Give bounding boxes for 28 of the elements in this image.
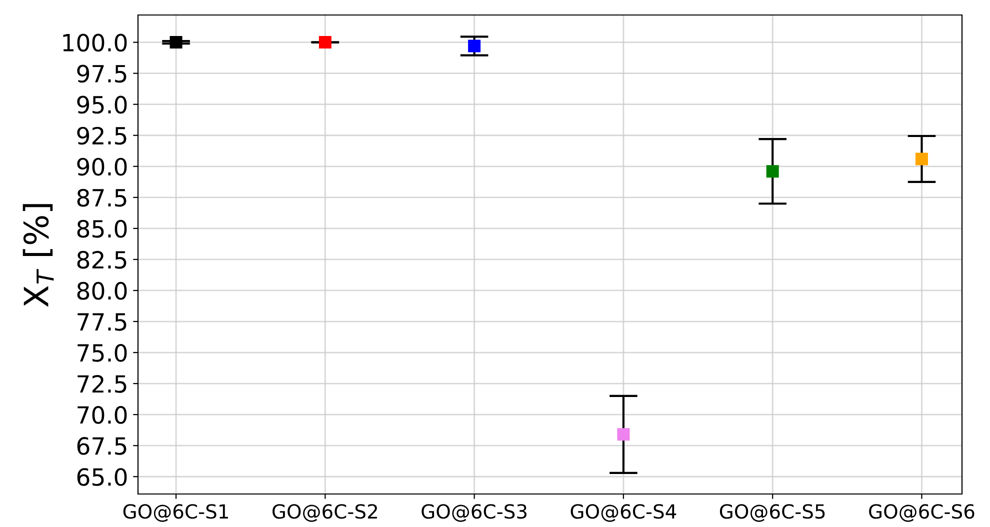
point [170,36,182,49]
y-tick-label: 100.0 [63,34,127,52]
point [318,36,332,49]
y-tick-label: 95.0 [77,96,127,114]
y-tick-label: 97.5 [77,64,126,83]
y-tick-label: 75.0 [78,344,127,362]
x-tick-label: GO@6C-S3 [422,504,526,522]
x-tick-label: GO@6C-S5 [720,504,825,522]
point [915,152,928,166]
y-tick-label: 65.0 [77,468,127,486]
y-tick-label: 85.0 [77,220,127,238]
y-tick-label: 90.0 [77,158,127,176]
x-tick-label: GO@6C-S6 [869,504,974,522]
y-tick-label: 80.0 [77,282,127,300]
y-tick-label: 70.0 [78,406,127,424]
point [766,165,779,178]
y-tick-label: 92.5 [77,126,126,145]
y-tick-label: 67.5 [77,437,126,455]
y-tick-label: 87.5 [77,188,126,207]
y-tick-label: 72.5 [78,375,126,393]
y-axis-title: X$_{T}$ [%] [22,204,54,307]
x-tick-label: GO@6C-S4 [570,504,676,522]
point [468,40,481,52]
y-tick-label: 77.5 [78,313,126,331]
x-tick-label: GO@6C-S2 [272,504,377,522]
y-tick-label: 82.5 [77,250,126,269]
point [617,428,630,441]
x-tick-label: GO@6C-S1 [123,504,228,522]
